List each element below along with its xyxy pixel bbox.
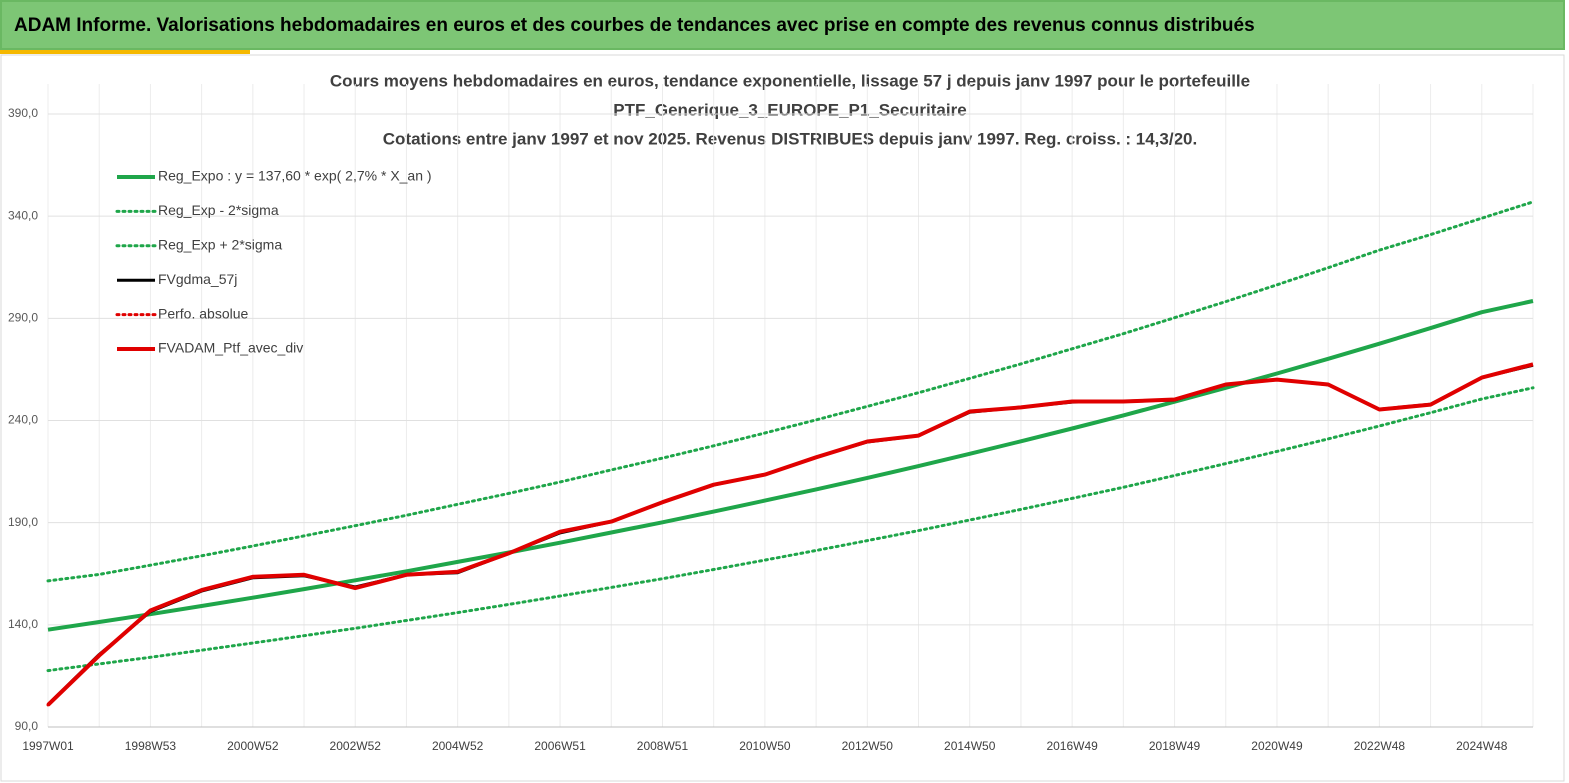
x-tick-label: 2024W48: [1456, 739, 1508, 753]
x-tick-label: 2000W52: [227, 739, 279, 753]
chart-title: Cours moyens hebdomadaires en euros, ten…: [330, 71, 1250, 90]
accent-bar: [0, 50, 250, 54]
series-line: [46, 362, 1534, 707]
x-tick-label: 2008W51: [637, 739, 689, 753]
y-tick-label: 140,0: [8, 617, 38, 631]
series-line: [46, 386, 1535, 673]
x-tick-label: 2004W52: [432, 739, 484, 753]
y-tick-label: 240,0: [8, 413, 38, 427]
legend-label: Reg_Expo : y = 137,60 * exp( 2,7% * X_an…: [158, 168, 432, 184]
y-tick-label: 190,0: [8, 515, 38, 529]
y-tick-label: 90,0: [15, 719, 39, 733]
legend-label: FVADAM_Ptf_avec_div: [158, 340, 303, 356]
x-tick-label: 2002W52: [330, 739, 382, 753]
x-tick-label: 2018W49: [1149, 739, 1201, 753]
x-tick-label: 2020W49: [1251, 739, 1303, 753]
header-bar: ADAM Informe. Valorisations hebdomadaire…: [0, 0, 1565, 50]
x-tick-label: 2022W48: [1354, 739, 1406, 753]
legend-label: Reg_Exp + 2*sigma: [158, 237, 282, 253]
y-tick-label: 390,0: [8, 106, 38, 120]
x-tick-label: 2012W50: [842, 739, 894, 753]
x-tick-label: 2014W50: [944, 739, 996, 753]
x-tick-label: 1997W01: [22, 739, 74, 753]
x-tick-label: 2016W49: [1046, 739, 1098, 753]
chart: Cours moyens hebdomadaires en euros, ten…: [0, 54, 1565, 782]
legend-label: Perfo. absolue: [158, 305, 248, 321]
x-tick-label: 1998W53: [125, 739, 177, 753]
y-tick-label: 290,0: [8, 311, 38, 325]
x-tick-label: 2006W51: [534, 739, 586, 753]
header-title: ADAM Informe. Valorisations hebdomadaire…: [14, 15, 1255, 36]
chart-title: Cotations entre janv 1997 et nov 2025. R…: [383, 129, 1197, 148]
chart-title: PTF_Generique_3_EUROPE_P1_Securitaire: [613, 100, 966, 119]
series-line: [46, 200, 1535, 583]
legend-label: FVgdma_57j: [158, 271, 237, 287]
legend-label: Reg_Exp - 2*sigma: [158, 202, 279, 218]
y-tick-label: 340,0: [8, 208, 38, 222]
series-line: [47, 299, 1534, 632]
chart-frame: [0, 54, 1565, 782]
x-tick-label: 2010W50: [739, 739, 791, 753]
